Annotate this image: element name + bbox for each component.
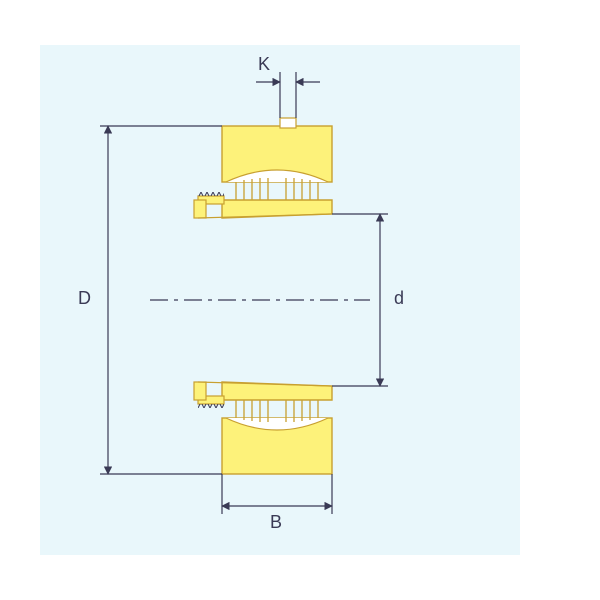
label-d: d (394, 288, 404, 309)
dim-K (256, 72, 320, 118)
label-B: B (270, 512, 282, 533)
label-D: D (78, 288, 91, 309)
dim-B (222, 474, 332, 514)
label-K: K (258, 54, 270, 75)
top-section (194, 118, 332, 218)
bottom-section (194, 382, 332, 474)
diagram-canvas: D d B K (0, 0, 600, 600)
